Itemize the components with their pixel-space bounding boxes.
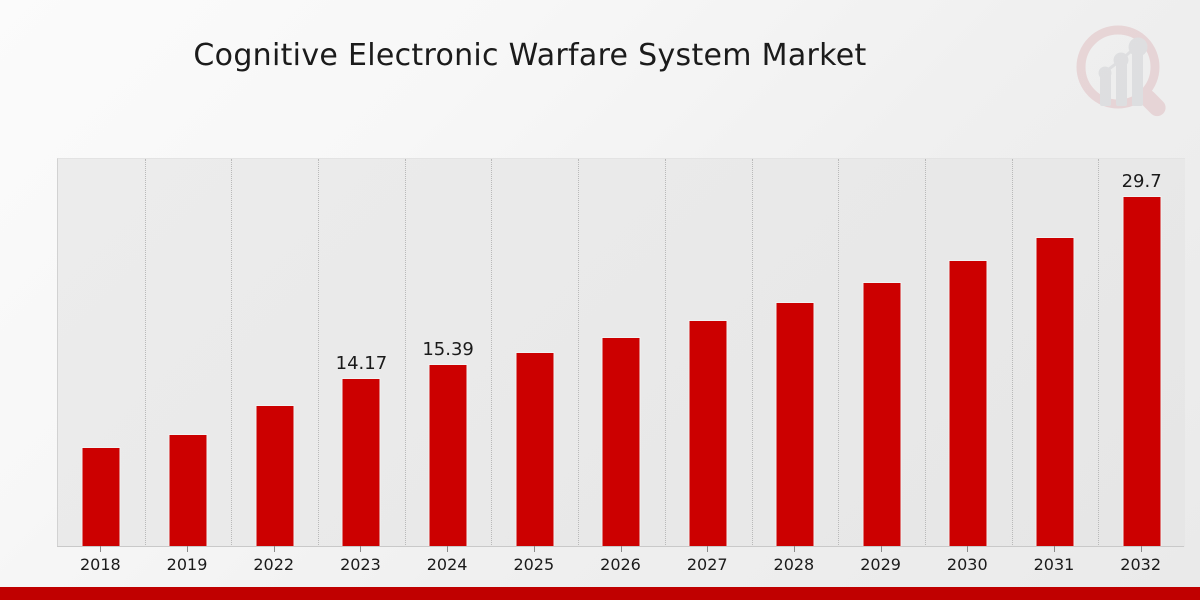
bar[interactable] [515, 351, 555, 547]
x-tick-label: 2018 [79, 555, 121, 574]
x-tick-mark [1140, 546, 1142, 552]
x-tick-mark [707, 546, 709, 552]
x-tick-label: 2032 [1120, 555, 1161, 574]
bar-slot [578, 159, 665, 547]
x-tick-mark [880, 546, 882, 552]
bar[interactable] [601, 336, 641, 547]
bar[interactable] [1035, 236, 1075, 547]
bar-slot [752, 159, 839, 547]
bar-slot: 14.17 [318, 159, 405, 547]
bar[interactable] [168, 434, 208, 547]
bar[interactable] [1122, 195, 1162, 547]
x-tick-mark [447, 546, 449, 552]
bar-value-label: 15.39 [422, 339, 474, 361]
x-tick-mark [360, 546, 362, 552]
x-tick-mark [100, 546, 102, 552]
x-tick-label: 2027 [686, 555, 728, 574]
x-tick-mark [793, 546, 795, 552]
bottom-accent-strip [0, 587, 1200, 600]
bar[interactable] [255, 405, 295, 547]
x-tick-mark [273, 546, 275, 552]
bar[interactable] [775, 301, 815, 547]
x-axis: 2018 2019 2022 2023 2024 2025 2026 2027 2028 2029… [57, 546, 1184, 580]
x-tick-mark [967, 546, 969, 552]
bar[interactable] [81, 447, 121, 547]
x-tick-label: 2025 [513, 555, 555, 574]
gridline [144, 159, 146, 547]
gridline [404, 159, 406, 547]
gridline [318, 159, 320, 547]
page-title: Cognitive Electronic Warfare System Mark… [193, 38, 867, 73]
gridline [664, 159, 666, 547]
x-tick-mark [1053, 546, 1055, 552]
x-tick-label: 2031 [1033, 555, 1075, 574]
gridline [578, 159, 580, 547]
bar-value-label: 29.7 [1121, 170, 1162, 192]
bar[interactable] [341, 378, 381, 547]
bar[interactable] [428, 364, 468, 547]
gridline [1011, 159, 1013, 547]
x-tick-label: 2022 [253, 555, 295, 574]
gridline [231, 159, 233, 547]
x-tick-label: 2023 [340, 555, 381, 574]
magnifier-bar-chart-logo-icon [1070, 22, 1175, 122]
bar-slot: 29.7 [1098, 159, 1185, 547]
gridline [924, 159, 926, 547]
bar-slot [58, 159, 145, 547]
gridline [838, 159, 840, 547]
gridline [751, 159, 753, 547]
bar-slot: 15.39 [405, 159, 492, 547]
bar-slot [231, 159, 318, 547]
bar-slot [925, 159, 1012, 547]
x-tick-label: 2028 [773, 555, 815, 574]
bar-slot [838, 159, 925, 547]
bar[interactable] [862, 281, 902, 547]
x-tick-label: 2029 [860, 555, 901, 574]
gridline [1098, 159, 1100, 547]
plot-area: 14.17 15.39 29.7 [57, 158, 1185, 547]
bar-value-label: 14.17 [335, 353, 388, 375]
x-tick-mark [533, 546, 535, 552]
bar[interactable] [688, 320, 728, 547]
x-tick-label: 2026 [600, 555, 641, 574]
x-tick-mark [187, 546, 189, 552]
bar-slot [665, 159, 752, 547]
x-tick-mark [620, 546, 622, 552]
x-tick-label: 2019 [166, 555, 208, 574]
bar-slot [491, 159, 578, 547]
bar[interactable] [948, 260, 988, 547]
gridline [491, 159, 493, 547]
bar-slot [145, 159, 232, 547]
bar-slot [1012, 159, 1099, 547]
x-tick-label: 2030 [946, 555, 988, 574]
x-tick-label: 2024 [426, 555, 468, 574]
